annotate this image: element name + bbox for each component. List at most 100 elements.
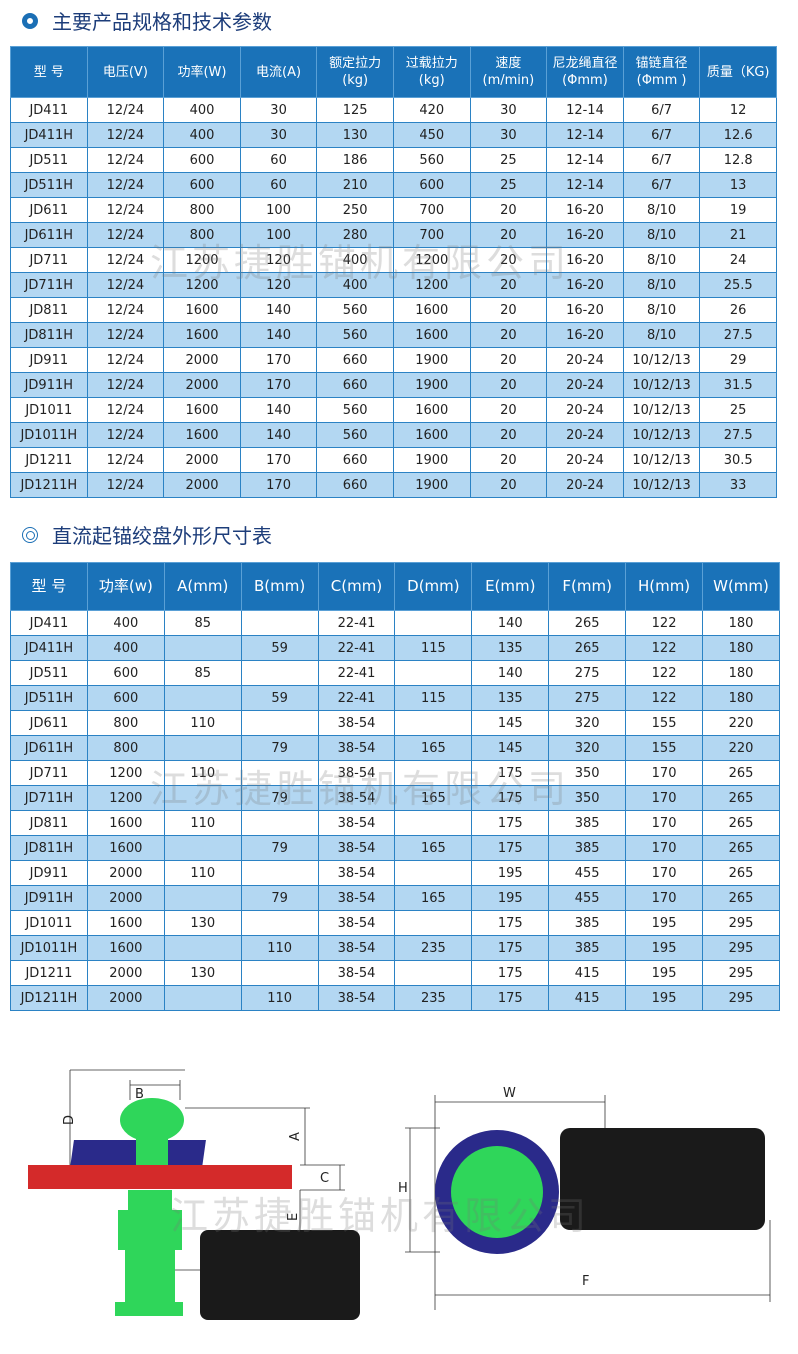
table-cell: 30 (239, 97, 318, 123)
table-cell: 170 (625, 885, 704, 911)
column-header: 额定拉力(kg) (316, 46, 394, 98)
table-cell: 25 (469, 172, 548, 198)
table-cell: 8/10 (622, 272, 701, 298)
table-row: JD611 800 110 38-54 145 320 155 220 (10, 710, 780, 736)
table-cell: 250 (316, 197, 394, 223)
table-cell: 1200 (163, 272, 241, 298)
table-cell: 12/24 (86, 422, 165, 448)
table-cell (240, 910, 319, 936)
capstan (115, 1098, 184, 1316)
table-cell: 20 (469, 297, 548, 323)
table-cell: 180 (702, 610, 780, 636)
table-cell: 27.5 (699, 322, 777, 348)
table-cell: 1900 (392, 347, 471, 373)
table-cell: JD811H (10, 835, 88, 861)
table-cell: 79 (240, 735, 319, 761)
table-cell: 1600 (392, 422, 471, 448)
table-cell (240, 660, 319, 686)
table-cell: 700 (392, 197, 471, 223)
table-cell: 175 (471, 910, 550, 936)
table-cell: JD1211 (10, 447, 88, 473)
table-cell: 265 (702, 885, 780, 911)
table-cell: 6/7 (622, 97, 701, 123)
table-cell: 110 (240, 985, 319, 1011)
table-cell: JD611H (10, 735, 88, 761)
table-cell: 6/7 (622, 122, 701, 148)
table-cell: 600 (163, 147, 241, 173)
section-title-dimensions: 直流起锚绞盘外形尺寸表 (22, 520, 272, 549)
table-cell: 20 (469, 447, 548, 473)
table-cell: JD611 (10, 710, 88, 736)
table-cell: 385 (548, 835, 627, 861)
table-cell: 560 (316, 397, 394, 423)
table-cell: 265 (702, 835, 780, 861)
table-cell: 170 (625, 810, 704, 836)
table-cell: 10/12/13 (622, 397, 701, 423)
table-cell: 12/24 (86, 347, 165, 373)
table-cell: 20-24 (546, 447, 624, 473)
table-row: JD1211H 2000 110 38-54 235 175 415 195 295 (10, 985, 780, 1011)
table-cell: 12/24 (86, 147, 165, 173)
table-cell: 660 (316, 347, 394, 373)
table-cell: 2000 (86, 960, 165, 986)
table-cell: 38-54 (317, 710, 396, 736)
label-H: H (398, 1181, 408, 1196)
table-cell: 25 (699, 397, 777, 423)
table-row: JD411 12/24 400 30 125 420 30 12-14 6/7 12 (10, 97, 777, 123)
table-cell: 165 (394, 735, 473, 761)
table-cell: 2000 (86, 985, 165, 1011)
table-row: JD411H 400 59 22-41 115 135 265 122 180 (10, 635, 780, 661)
table-cell: 12/24 (86, 372, 165, 398)
table-cell: 38-54 (317, 735, 396, 761)
table-cell: 295 (702, 985, 780, 1011)
table-cell: 59 (240, 685, 319, 711)
table-cell: 265 (702, 760, 780, 786)
table-cell: 455 (548, 860, 627, 886)
table-row: JD811H 1600 79 38-54 165 175 385 170 265 (10, 835, 780, 861)
table-cell: JD1211H (10, 985, 88, 1011)
column-header: 质量（KG) (699, 46, 777, 98)
table-cell: 20 (469, 397, 548, 423)
table-row: JD511 600 85 22-41 140 275 122 180 (10, 660, 780, 686)
table-cell: 170 (239, 472, 318, 498)
table-cell: 110 (240, 935, 319, 961)
table-cell: 265 (702, 810, 780, 836)
table-cell: 400 (163, 122, 241, 148)
table-cell: 175 (471, 785, 550, 811)
table-cell: 145 (471, 735, 550, 761)
table-cell: 33 (699, 472, 777, 498)
table-cell: 22-41 (317, 610, 396, 636)
table-cell (394, 610, 473, 636)
table-cell: 2000 (86, 885, 165, 911)
table-cell: JD1011H (10, 935, 88, 961)
table-cell: 220 (702, 710, 780, 736)
motor-top (560, 1128, 765, 1230)
table-cell: 385 (548, 910, 627, 936)
table-cell: 235 (394, 985, 473, 1011)
table-cell: JD411H (10, 635, 88, 661)
table-cell: JD411 (10, 97, 88, 123)
table-cell: 30 (469, 97, 548, 123)
table-cell: 450 (392, 122, 471, 148)
table-cell: 20-24 (546, 472, 624, 498)
table-cell: 16-20 (546, 222, 624, 248)
table-cell: 140 (239, 397, 318, 423)
table-cell: 12/24 (86, 97, 165, 123)
table-cell (394, 810, 473, 836)
table-row: JD911H 2000 79 38-54 165 195 455 170 265 (10, 885, 780, 911)
table-cell: 10/12/13 (622, 347, 701, 373)
table-cell: 295 (702, 960, 780, 986)
motor-side (200, 1230, 360, 1320)
table-cell: 12/24 (86, 197, 165, 223)
table-cell: 660 (316, 447, 394, 473)
table-cell: 8/10 (622, 222, 701, 248)
table-cell: 275 (548, 660, 627, 686)
table-cell: 130 (163, 960, 242, 986)
table-cell: 24 (699, 247, 777, 273)
table-row: JD711H 12/24 1200 120 400 1200 20 16-20 8/10 25.5 (10, 272, 777, 298)
table-cell: 145 (471, 710, 550, 736)
table-cell (394, 860, 473, 886)
label-E: E (286, 1213, 301, 1221)
table-cell: 560 (316, 422, 394, 448)
table-cell: 12/24 (86, 297, 165, 323)
